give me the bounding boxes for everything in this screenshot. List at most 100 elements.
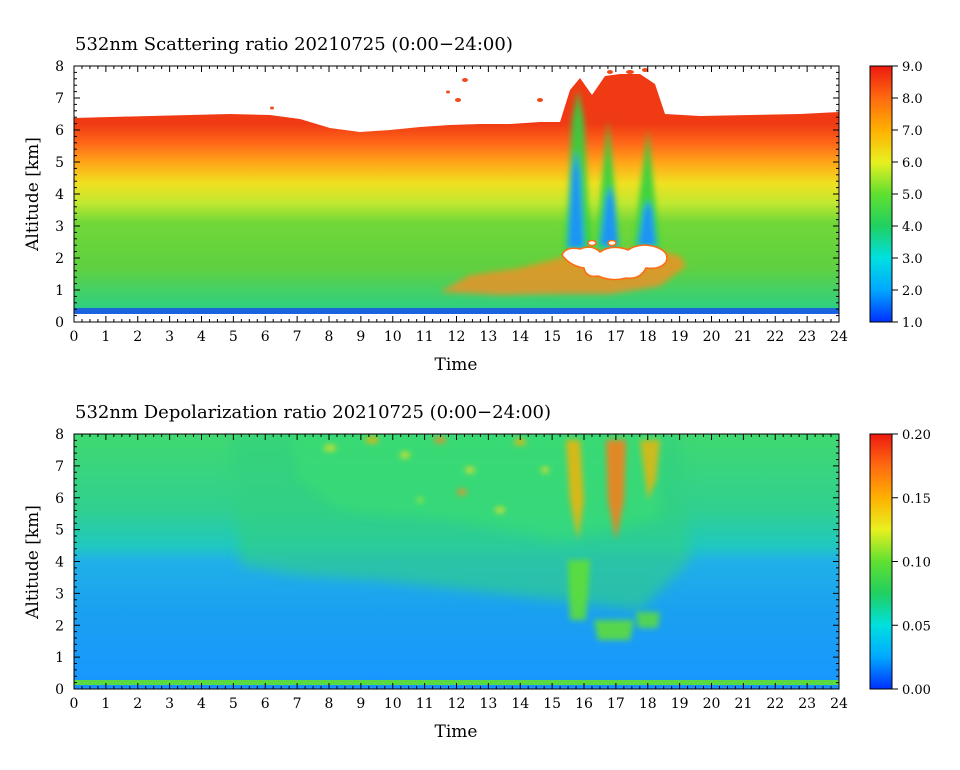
colorbar-tick-label: 9.0 [902, 60, 923, 75]
x-tick-label: 10 [384, 329, 402, 345]
x-tick-label: 20 [703, 329, 721, 345]
colorbar-tick-label: 5.0 [902, 188, 923, 203]
y-tick-label: 0 [55, 682, 64, 698]
x-tick-label: 9 [356, 696, 365, 712]
x-tick-label: 16 [575, 329, 593, 345]
depolarization-heatmap [74, 434, 839, 689]
colorbar-tick-label: 0.05 [902, 619, 931, 634]
x-tick-label: 13 [479, 696, 497, 712]
x-tick-label: 17 [607, 329, 625, 345]
x-tick-label: 13 [479, 329, 497, 345]
x-tick-label: 18 [639, 329, 657, 345]
x-tick-label: 3 [165, 696, 174, 712]
x-tick-label: 2 [133, 696, 142, 712]
x-tick-label: 24 [830, 329, 848, 345]
x-tick-label: 24 [830, 696, 848, 712]
y-tick-label: 6 [55, 123, 64, 139]
scattering-y-ticks: 0 1 2 3 4 5 6 7 8 [55, 59, 839, 331]
colorbar-tick-label: 3.0 [902, 252, 923, 267]
x-tick-label: 15 [543, 696, 561, 712]
colorbar-tick-label: 0.15 [902, 492, 931, 507]
depolarization-colorbar-ticks: 0.00 0.05 0.10 0.15 0.20 [892, 428, 931, 698]
y-tick-label: 3 [55, 586, 64, 602]
depolarization-title: 532nm Depolarization ratio 20210725 (0:0… [75, 402, 551, 423]
x-tick-label: 11 [416, 329, 434, 345]
depolarization-colorbar [869, 433, 893, 690]
depolarization-panel: 532nm Depolarization ratio 20210725 (0:0… [23, 402, 931, 742]
y-tick-label: 7 [55, 91, 64, 107]
x-tick-label: 7 [293, 696, 302, 712]
depolarization-x-ticks: 0 1 2 3 4 5 6 7 8 9 10 11 12 13 14 15 16 17 18 19 20 21 22 23 24 [70, 434, 848, 712]
x-tick-label: 5 [229, 329, 238, 345]
depolarization-y-ticks: 0 1 2 3 4 5 6 7 8 [55, 427, 839, 698]
x-tick-label: 21 [734, 329, 752, 345]
x-tick-label: 6 [261, 329, 270, 345]
colorbar-tick-label: 2.0 [902, 284, 923, 299]
colorbar-tick-label: 7.0 [902, 124, 923, 139]
x-tick-label: 6 [261, 696, 270, 712]
x-tick-label: 0 [70, 696, 79, 712]
x-tick-label: 0 [70, 329, 79, 345]
y-tick-label: 1 [55, 650, 64, 666]
x-tick-label: 1 [101, 329, 110, 345]
y-tick-label: 2 [55, 251, 64, 267]
scattering-heatmap [74, 66, 839, 322]
colorbar-tick-label: 6.0 [902, 156, 923, 171]
y-tick-label: 8 [55, 427, 64, 443]
x-tick-label: 4 [197, 696, 206, 712]
colorbar-tick-label: 0.20 [902, 428, 931, 443]
x-tick-label: 3 [165, 329, 174, 345]
y-tick-label: 5 [55, 155, 64, 171]
y-tick-label: 8 [55, 59, 64, 75]
y-tick-label: 0 [55, 315, 64, 331]
y-tick-label: 5 [55, 523, 64, 539]
x-tick-label: 8 [325, 696, 334, 712]
colorbar-tick-label: 0.00 [902, 683, 931, 698]
y-tick-label: 4 [55, 187, 64, 203]
x-tick-label: 23 [798, 696, 816, 712]
x-tick-label: 19 [671, 329, 689, 345]
depolarization-x-label: Time [435, 722, 478, 742]
scattering-x-ticks: 0 1 2 3 4 5 6 7 8 9 10 11 12 13 14 15 16 17 18 19 20 21 22 23 24 [70, 66, 848, 345]
x-tick-label: 14 [511, 329, 529, 345]
scattering-colorbar-ticks: 1.0 2.0 3.0 4.0 5.0 6.0 7.0 8.0 9.0 [892, 60, 923, 331]
y-tick-label: 4 [55, 555, 64, 571]
x-tick-label: 18 [639, 696, 657, 712]
x-tick-label: 23 [798, 329, 816, 345]
x-tick-label: 22 [766, 696, 784, 712]
x-tick-label: 20 [703, 696, 721, 712]
x-tick-label: 1 [101, 696, 110, 712]
y-tick-label: 3 [55, 219, 64, 235]
y-tick-label: 6 [55, 491, 64, 507]
depolarization-y-label: Altitude [km] [23, 505, 43, 620]
y-tick-label: 1 [55, 283, 64, 299]
scattering-colorbar [869, 65, 893, 323]
x-tick-label: 5 [229, 696, 238, 712]
x-tick-label: 14 [511, 696, 529, 712]
colorbar-tick-label: 8.0 [902, 92, 923, 107]
x-tick-label: 10 [384, 696, 402, 712]
scattering-x-label: Time [435, 355, 478, 375]
x-tick-label: 21 [734, 696, 752, 712]
y-tick-label: 7 [55, 459, 64, 475]
x-tick-label: 9 [356, 329, 365, 345]
x-tick-label: 11 [416, 696, 434, 712]
colorbar-tick-label: 0.10 [902, 556, 931, 571]
colorbar-tick-label: 4.0 [902, 220, 923, 235]
x-tick-label: 2 [133, 329, 142, 345]
scattering-title: 532nm Scattering ratio 20210725 (0:00−24… [75, 34, 513, 55]
x-tick-label: 16 [575, 696, 593, 712]
scattering-y-label: Altitude [km] [23, 137, 43, 252]
x-tick-label: 19 [671, 696, 689, 712]
scattering-panel: 532nm Scattering ratio 20210725 (0:00−24… [23, 34, 923, 375]
x-tick-label: 12 [448, 329, 466, 345]
x-tick-label: 17 [607, 696, 625, 712]
x-tick-label: 22 [766, 329, 784, 345]
y-tick-label: 2 [55, 618, 64, 634]
x-tick-label: 4 [197, 329, 206, 345]
x-tick-label: 15 [543, 329, 561, 345]
colorbar-tick-label: 1.0 [902, 316, 923, 331]
x-tick-label: 12 [448, 696, 466, 712]
x-tick-label: 7 [293, 329, 302, 345]
